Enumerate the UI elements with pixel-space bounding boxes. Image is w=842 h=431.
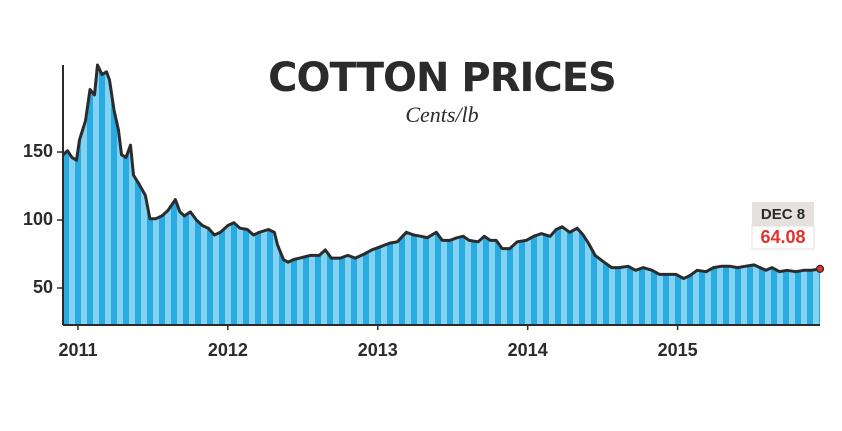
x-tick-label: 2014	[508, 340, 548, 360]
y-tick-label: 100	[23, 209, 53, 229]
x-tick-label: 2015	[658, 340, 698, 360]
y-tick-label: 50	[33, 277, 53, 297]
y-tick-label: 150	[23, 141, 53, 161]
chart-subtitle: Cents/lb	[405, 102, 478, 127]
end-marker	[815, 264, 825, 273]
area	[63, 65, 820, 325]
label-box	[751, 225, 815, 250]
chart-title: COTTON PRICES	[268, 55, 616, 101]
label-box	[752, 202, 814, 226]
line	[62, 63, 821, 280]
x-tick-label: 2012	[208, 340, 248, 360]
end-date-label: DEC 8	[761, 206, 805, 223]
x-tick-label: 2013	[358, 340, 398, 360]
x-tick-label: 2011	[58, 340, 97, 360]
end-value-label: 64.08	[760, 227, 805, 247]
